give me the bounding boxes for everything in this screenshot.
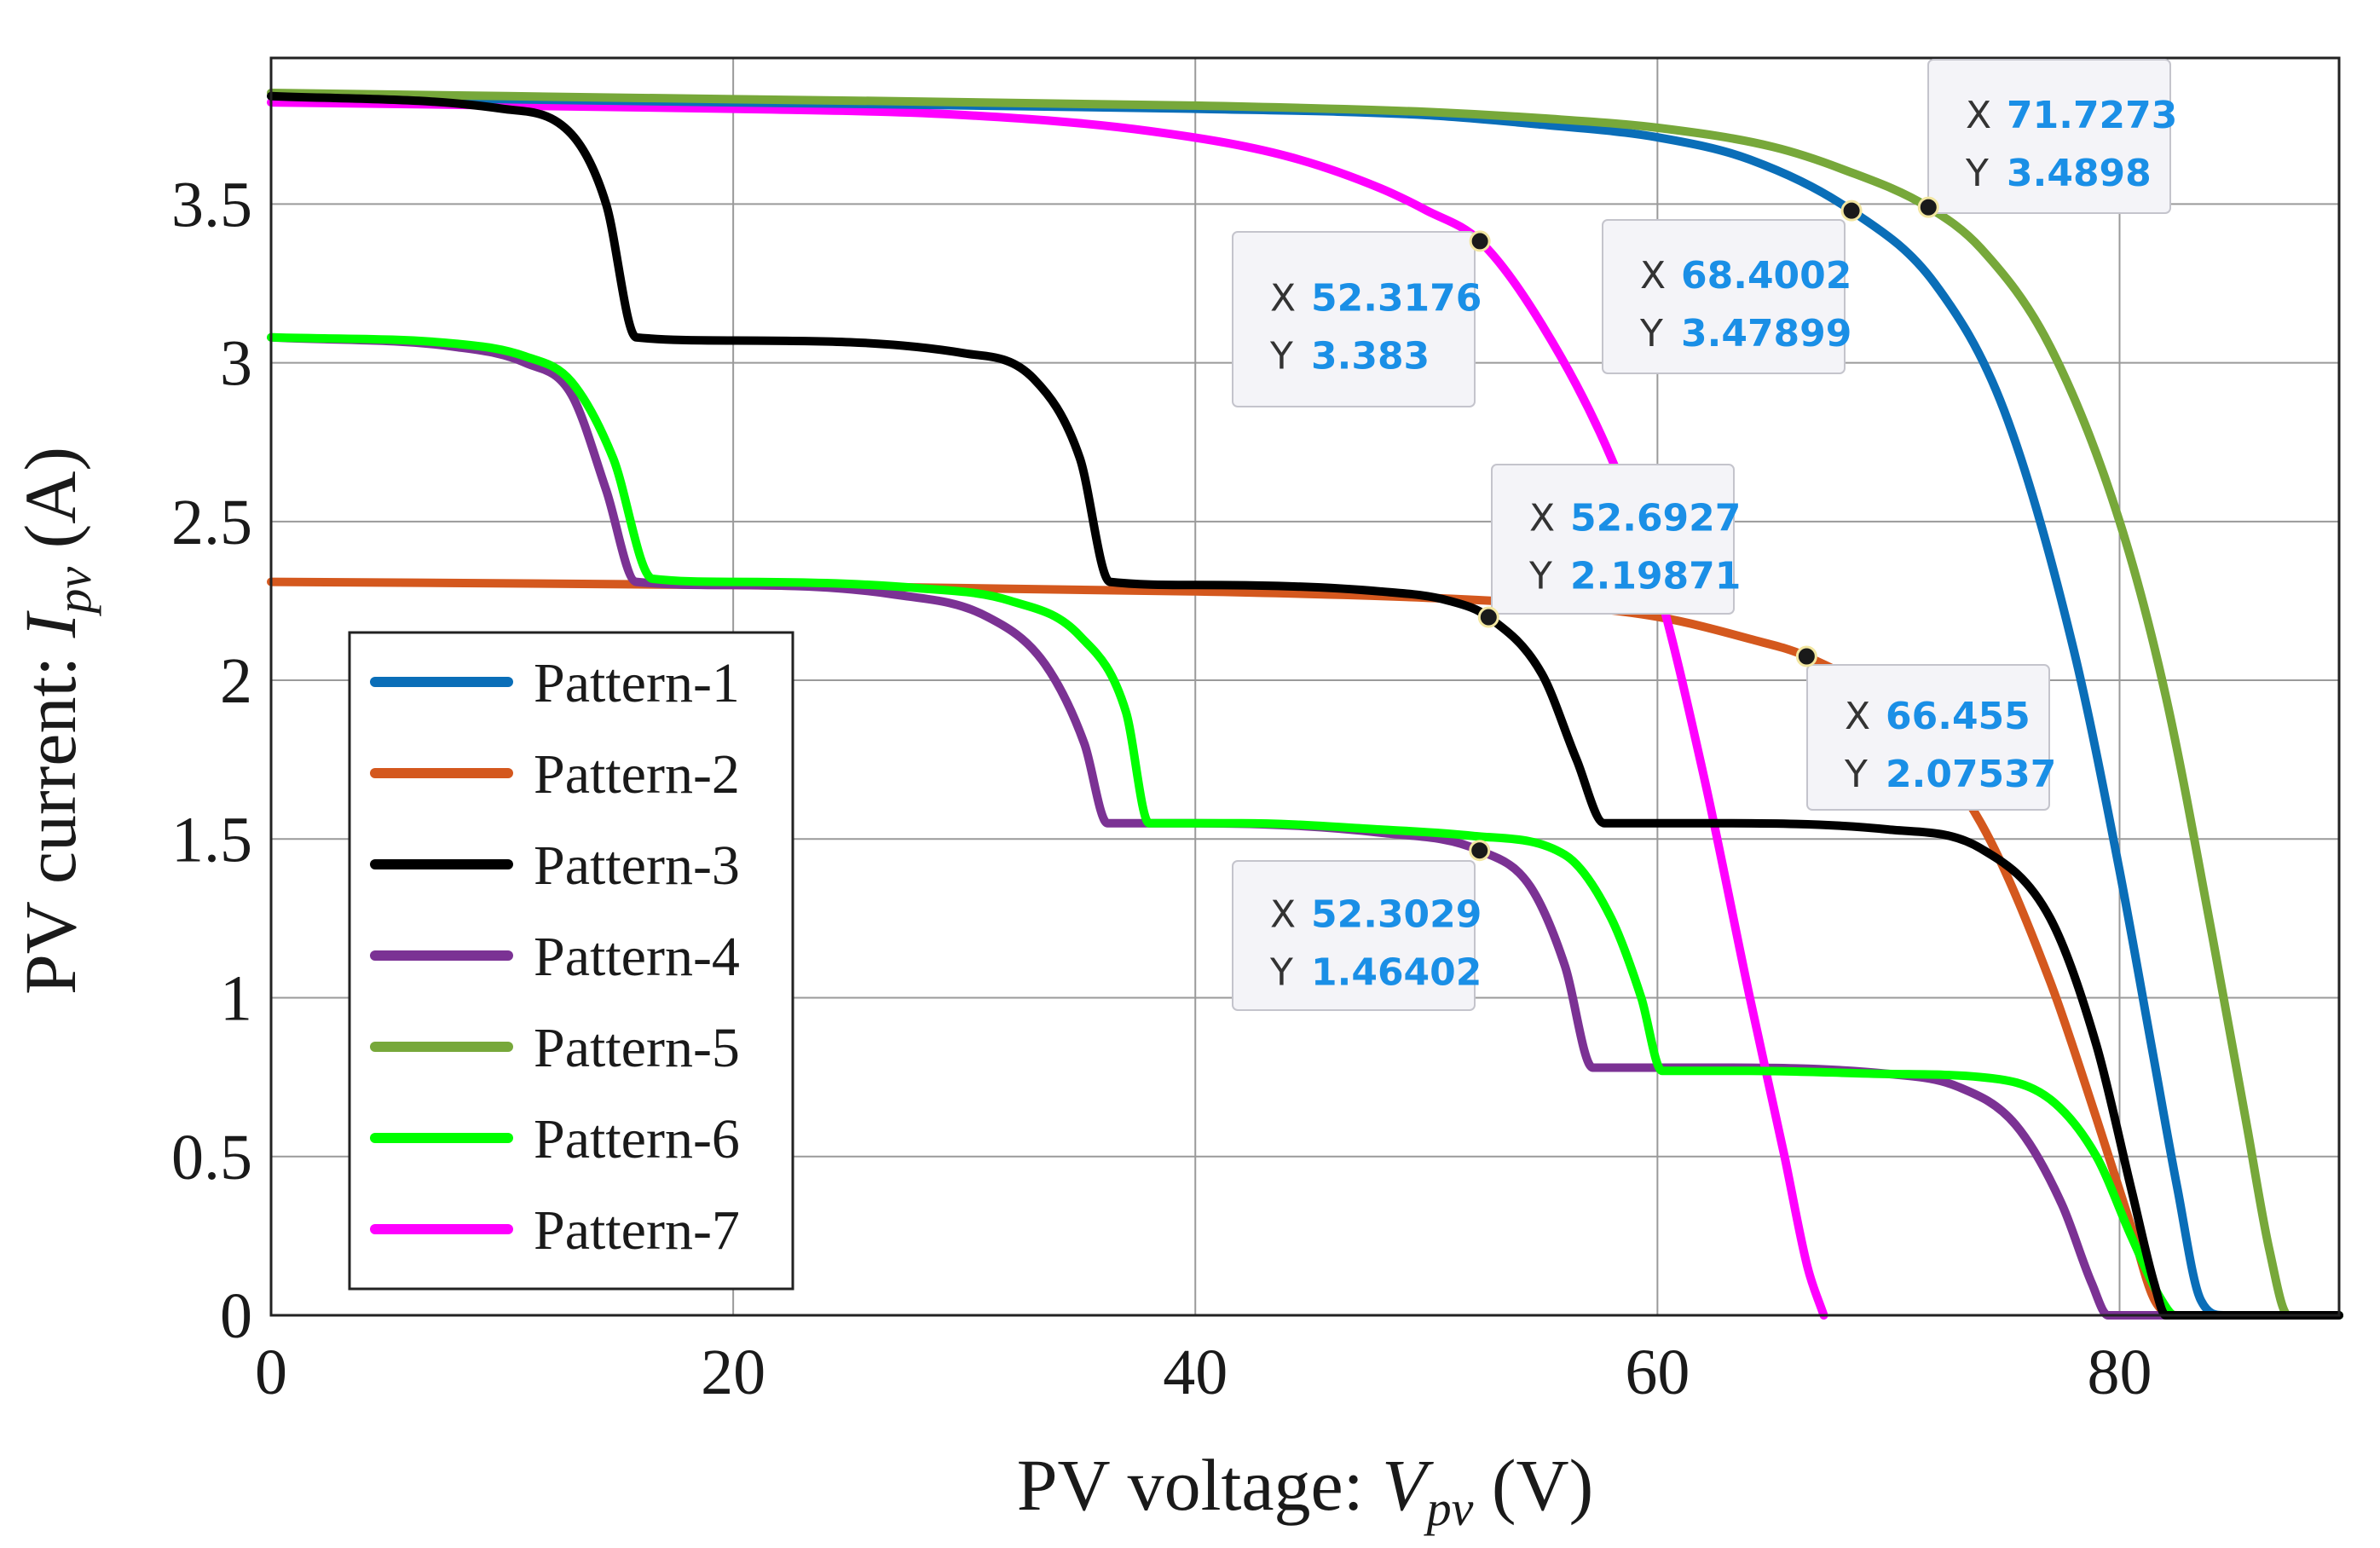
x-tick-label: 40: [1163, 1337, 1228, 1408]
y-tick-label: 1.5: [171, 804, 252, 875]
x-tick-labels: 0 20 40 60 80: [255, 1337, 2152, 1408]
data-tip-y-value: 3.383: [1311, 335, 1430, 378]
data-tip[interactable]: X 71.7273 Y 3.4898: [1917, 59, 2177, 218]
y-tick-label: 0: [220, 1280, 252, 1352]
legend-item[interactable]: Pattern-7: [370, 1199, 740, 1262]
legend-label: Pattern-2: [534, 743, 740, 806]
data-tip[interactable]: X 52.3029 Y 1.46402: [1232, 840, 1491, 1011]
data-tip-x-key: X: [1270, 893, 1296, 937]
data-tip-y-key: Y: [1844, 753, 1868, 796]
data-tip-y-value: 1.46402: [1311, 951, 1482, 995]
data-tip-x-value: 71.7273: [2007, 94, 2177, 137]
data-tip-x-key: X: [1966, 94, 1991, 137]
data-tip-box: [1491, 464, 1735, 615]
data-tip-y-key: Y: [1528, 555, 1552, 598]
data-tip-y-key: Y: [1269, 951, 1293, 995]
data-tip[interactable]: X 52.6927 Y 2.19871: [1477, 464, 1741, 628]
series-line-pattern-7: [267, 98, 1828, 1320]
data-tip-marker[interactable]: [1469, 230, 1491, 252]
legend-box: [348, 631, 794, 1291]
data-tip-box: [1232, 231, 1476, 407]
legend-item[interactable]: Pattern-2: [370, 743, 740, 806]
data-tip-x-key: X: [1270, 277, 1296, 321]
y-tick-label: 0.5: [171, 1122, 252, 1193]
data-tip-box: [1927, 59, 2171, 214]
data-tip-x-key: X: [1640, 254, 1666, 297]
legend-item[interactable]: Pattern-3: [370, 835, 740, 897]
x-tick-label: 80: [2087, 1337, 2152, 1408]
legend-item[interactable]: Pattern-1: [370, 652, 740, 714]
data-tip-x-value: 66.455: [1886, 695, 2031, 738]
series-lines: [267, 89, 2343, 1320]
data-tip-x-value: 52.6927: [1570, 497, 1741, 540]
data-tip-marker[interactable]: [1795, 645, 1817, 667]
data-tip-y-key: Y: [1269, 335, 1293, 378]
series-line-pattern-3: [267, 91, 2343, 1320]
data-tip-x-key: X: [1529, 497, 1555, 540]
data-tip[interactable]: X 66.455 Y 2.07537: [1795, 645, 2056, 811]
legend-label: Pattern-7: [534, 1199, 740, 1262]
data-tip-y-value: 3.4898: [2007, 152, 2152, 195]
data-tip-x-key: X: [1845, 695, 1870, 738]
legend-item[interactable]: Pattern-6: [370, 1108, 740, 1170]
series-line-pattern-6: [267, 332, 2343, 1320]
data-tip[interactable]: X 68.4002 Y 3.47899: [1602, 199, 1863, 374]
data-tip-marker[interactable]: [1917, 196, 1939, 218]
data-tip-marker[interactable]: [1477, 606, 1499, 628]
data-tip[interactable]: X 52.3176 Y 3.383: [1232, 230, 1491, 407]
y-tick-label: 2.5: [171, 487, 252, 558]
data-tip-box: [1602, 219, 1846, 374]
data-tip-box: [1232, 860, 1476, 1011]
data-tip-y-key: Y: [1639, 312, 1663, 355]
legend-item[interactable]: Pattern-5: [370, 1017, 740, 1079]
series-line-pattern-5: [267, 89, 2343, 1320]
legend: Pattern-1 Pattern-2 Pattern-3 Pattern-4 Patt…: [348, 631, 794, 1291]
legend-label: Pattern-6: [534, 1108, 740, 1170]
y-tick-label: 3.5: [171, 169, 252, 240]
data-tip-x-value: 68.4002: [1681, 254, 1851, 297]
data-tip-marker[interactable]: [1469, 840, 1491, 862]
data-tip-x-value: 52.3176: [1311, 277, 1482, 321]
series-line-pattern-2: [267, 577, 2343, 1320]
data-tip-x-value: 52.3029: [1311, 893, 1482, 937]
legend-label: Pattern-4: [534, 926, 740, 988]
x-tick-label: 60: [1625, 1337, 1690, 1408]
data-tip-y-key: Y: [1965, 152, 1989, 195]
y-axis-label: PV current: Ipv (A): [9, 447, 101, 995]
y-tick-labels: 0 0.5 1 1.5 2 2.5 3 3.5: [171, 169, 252, 1352]
y-tick-label: 1: [220, 963, 252, 1035]
data-tip-y-value: 2.19871: [1570, 555, 1741, 598]
legend-label: Pattern-1: [534, 652, 740, 714]
legend-item[interactable]: Pattern-4: [370, 926, 740, 988]
plot-frame: [269, 56, 2341, 1317]
x-tick-label: 0: [255, 1337, 287, 1408]
x-axis-label: PV voltage: Vpv (V): [1017, 1444, 1594, 1536]
data-tip-marker[interactable]: [1840, 199, 1863, 222]
x-tick-label: 20: [701, 1337, 765, 1408]
legend-label: Pattern-5: [534, 1017, 740, 1079]
y-tick-label: 2: [220, 645, 252, 717]
data-tip-y-value: 2.07537: [1886, 753, 2056, 796]
y-tick-label: 3: [220, 328, 252, 400]
legend-label: Pattern-3: [534, 835, 740, 897]
data-tip-y-value: 3.47899: [1681, 312, 1851, 355]
data-tip-box: [1806, 664, 2050, 811]
